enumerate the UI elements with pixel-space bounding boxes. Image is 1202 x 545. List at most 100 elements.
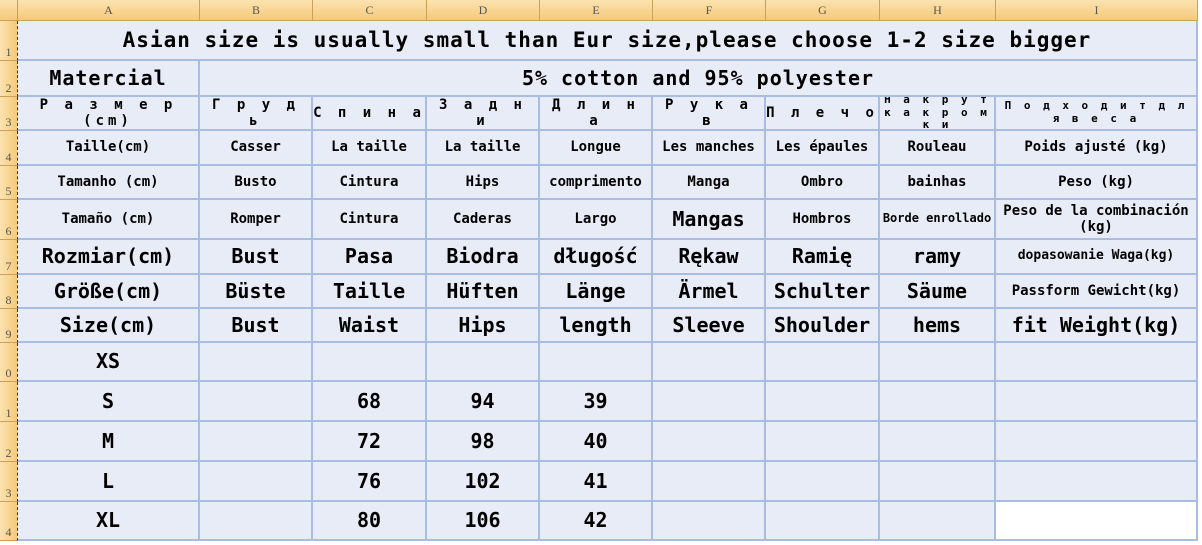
cell-H4[interactable]: Rouleau: [880, 131, 996, 166]
cell-C4[interactable]: La taille: [313, 131, 427, 166]
row-header[interactable]: 1: [0, 21, 18, 61]
cell-G7[interactable]: Ramię: [766, 240, 880, 275]
cell-I7[interactable]: dopasowanie Waga(kg): [996, 240, 1198, 275]
cell-D9[interactable]: Hips: [427, 309, 540, 343]
cell-F13[interactable]: [653, 462, 766, 502]
cell-I8[interactable]: Passform Gewicht(kg): [996, 275, 1198, 309]
title-cell[interactable]: Asian size is usually small than Eur siz…: [18, 21, 1198, 61]
cell-A11[interactable]: S: [18, 382, 200, 422]
cell-A12[interactable]: M: [18, 422, 200, 462]
cell-E5[interactable]: comprimento: [540, 166, 653, 200]
cell-H6[interactable]: Borde enrollado: [880, 200, 996, 240]
cell-C3[interactable]: С п и н а: [313, 97, 427, 131]
cell-F6[interactable]: Mangas: [653, 200, 766, 240]
cell-D7[interactable]: Biodra: [427, 240, 540, 275]
cell-E12[interactable]: 40: [540, 422, 653, 462]
cell-F11[interactable]: [653, 382, 766, 422]
cell-H8[interactable]: Säume: [880, 275, 996, 309]
cell-G14[interactable]: [766, 502, 880, 541]
cell-F8[interactable]: Ärmel: [653, 275, 766, 309]
cell-A14[interactable]: XL: [18, 502, 200, 541]
cell-H12[interactable]: [880, 422, 996, 462]
material-label-cell[interactable]: Matercial: [18, 61, 200, 97]
cell-G4[interactable]: Les épaules: [766, 131, 880, 166]
cell-B14[interactable]: [200, 502, 313, 541]
cell-A3[interactable]: Р а з м е р (cm): [18, 97, 200, 131]
cell-A5[interactable]: Tamanho (cm): [18, 166, 200, 200]
cell-F7[interactable]: Rękaw: [653, 240, 766, 275]
cell-D11[interactable]: 94: [427, 382, 540, 422]
cell-G5[interactable]: Ombro: [766, 166, 880, 200]
cell-D4[interactable]: La taille: [427, 131, 540, 166]
column-header-G[interactable]: G: [766, 0, 880, 21]
cell-I3[interactable]: П о д х о д и т д л я в е с а: [996, 97, 1198, 131]
row-header[interactable]: 1: [0, 382, 18, 422]
cell-C6[interactable]: Cintura: [313, 200, 427, 240]
cell-I5[interactable]: Peso (kg): [996, 166, 1198, 200]
row-header[interactable]: 9: [0, 309, 18, 343]
column-header-E[interactable]: E: [540, 0, 653, 21]
row-header[interactable]: 3: [0, 97, 18, 131]
cell-F14[interactable]: [653, 502, 766, 541]
cell-F5[interactable]: Manga: [653, 166, 766, 200]
cell-F4[interactable]: Les manches: [653, 131, 766, 166]
cell-F3[interactable]: Р у к а в: [653, 97, 766, 131]
cell-I6[interactable]: Peso de la combinación (kg): [996, 200, 1198, 240]
cell-C7[interactable]: Pasa: [313, 240, 427, 275]
column-header-H[interactable]: H: [880, 0, 996, 21]
row-header[interactable]: 0: [0, 343, 18, 382]
cell-D3[interactable]: З а д н и: [427, 97, 540, 131]
row-header[interactable]: 6: [0, 200, 18, 240]
cell-A8[interactable]: Größe(cm): [18, 275, 200, 309]
cell-B7[interactable]: Bust: [200, 240, 313, 275]
cell-C8[interactable]: Taille: [313, 275, 427, 309]
cell-F12[interactable]: [653, 422, 766, 462]
cell-B12[interactable]: [200, 422, 313, 462]
column-header-B[interactable]: B: [200, 0, 313, 21]
column-header-F[interactable]: F: [653, 0, 766, 21]
cell-E10[interactable]: [540, 343, 653, 382]
row-header[interactable]: 4: [0, 131, 18, 166]
cell-A10[interactable]: XS: [18, 343, 200, 382]
cell-F10[interactable]: [653, 343, 766, 382]
cell-D13[interactable]: 102: [427, 462, 540, 502]
column-header-A[interactable]: A: [18, 0, 200, 21]
cell-G3[interactable]: П л е ч о: [766, 97, 880, 131]
cell-G8[interactable]: Schulter: [766, 275, 880, 309]
cell-I4[interactable]: Poids ajusté (kg): [996, 131, 1198, 166]
cell-E7[interactable]: długość: [540, 240, 653, 275]
row-header[interactable]: 7: [0, 240, 18, 275]
select-all-corner[interactable]: [0, 0, 18, 21]
cell-C11[interactable]: 68: [313, 382, 427, 422]
cell-A7[interactable]: Rozmiar(cm): [18, 240, 200, 275]
cell-G9[interactable]: Shoulder: [766, 309, 880, 343]
material-value-cell[interactable]: 5% cotton and 95% polyester: [200, 61, 1198, 97]
row-header[interactable]: 4: [0, 502, 18, 541]
cell-C9[interactable]: Waist: [313, 309, 427, 343]
row-header[interactable]: 5: [0, 166, 18, 200]
cell-A4[interactable]: Taille(cm): [18, 131, 200, 166]
cell-D14[interactable]: 106: [427, 502, 540, 541]
cell-A13[interactable]: L: [18, 462, 200, 502]
cell-B4[interactable]: Casser: [200, 131, 313, 166]
cell-H14[interactable]: [880, 502, 996, 541]
cell-B6[interactable]: Romper: [200, 200, 313, 240]
row-header[interactable]: 2: [0, 61, 18, 97]
column-header-C[interactable]: C: [313, 0, 427, 21]
row-header[interactable]: 8: [0, 275, 18, 309]
cell-B5[interactable]: Busto: [200, 166, 313, 200]
column-header-D[interactable]: D: [427, 0, 540, 21]
cell-G13[interactable]: [766, 462, 880, 502]
cell-H3[interactable]: Н а к р у т к а к р о м к и: [880, 97, 996, 131]
cell-I13[interactable]: [996, 462, 1198, 502]
cell-E8[interactable]: Länge: [540, 275, 653, 309]
cell-G12[interactable]: [766, 422, 880, 462]
cell-G6[interactable]: Hombros: [766, 200, 880, 240]
cell-D12[interactable]: 98: [427, 422, 540, 462]
cell-H7[interactable]: ramy: [880, 240, 996, 275]
cell-B13[interactable]: [200, 462, 313, 502]
cell-B8[interactable]: Büste: [200, 275, 313, 309]
cell-B11[interactable]: [200, 382, 313, 422]
cell-C5[interactable]: Cintura: [313, 166, 427, 200]
cell-D6[interactable]: Caderas: [427, 200, 540, 240]
